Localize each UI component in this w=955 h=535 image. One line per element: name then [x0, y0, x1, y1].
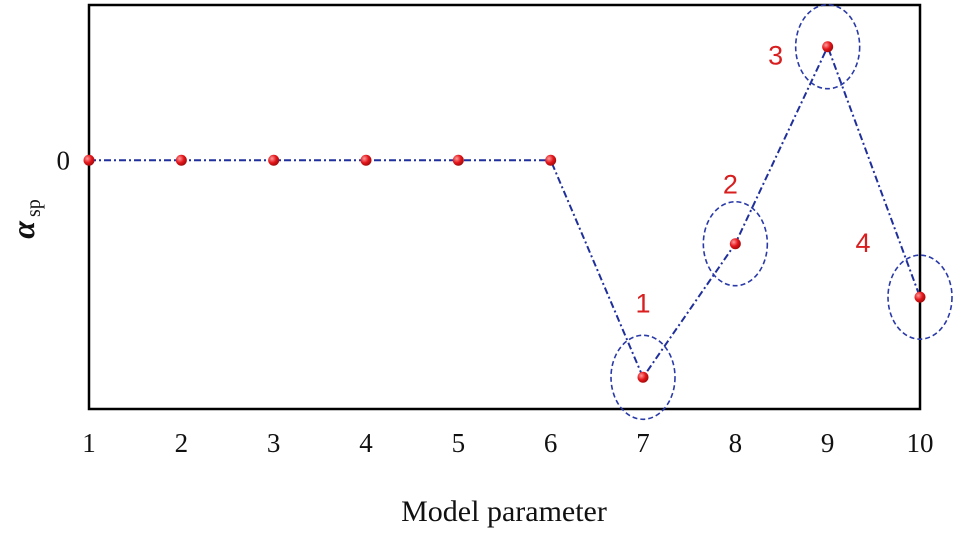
- x-tick-label: 2: [175, 428, 189, 458]
- annotation-labels: 1 2 3 4: [635, 41, 870, 319]
- y-axis-title-sub: sp: [23, 199, 45, 217]
- data-point: [637, 371, 649, 383]
- y-axis-title: α sp: [5, 199, 45, 239]
- data-point: [360, 154, 372, 166]
- y-tick-label: 0: [57, 145, 71, 175]
- data-markers: [83, 41, 926, 383]
- annotation-label: 3: [768, 41, 783, 71]
- annotation-circles: [610, 3, 953, 421]
- svg-text:α sp: α sp: [5, 199, 45, 239]
- x-tick-label: 9: [821, 428, 835, 458]
- data-point: [914, 291, 926, 303]
- annotation-circle: [887, 254, 953, 340]
- x-axis-title: Model parameter: [401, 495, 607, 528]
- x-tick-label: 10: [907, 428, 934, 458]
- annotation-label: 1: [635, 288, 650, 318]
- annotation-label: 4: [855, 228, 870, 258]
- y-axis-title-main: α: [5, 220, 41, 239]
- x-tick-label: 3: [267, 428, 281, 458]
- data-line-group: [89, 44, 921, 380]
- annotation-circle: [702, 200, 769, 287]
- plot-frame: [87, 3, 922, 411]
- annotation-circle: [794, 3, 861, 90]
- x-tick-labels: 1 2 3 4 5 6 7 8 9 10: [82, 428, 933, 458]
- series-line: [89, 44, 921, 380]
- annotation-circle: [610, 334, 676, 421]
- data-point: [268, 154, 280, 166]
- x-tick-label: 6: [544, 428, 558, 458]
- x-tick-label: 5: [452, 428, 466, 458]
- x-tick-label: 1: [82, 428, 96, 458]
- data-point: [729, 238, 741, 250]
- data-point: [175, 154, 187, 166]
- data-point: [452, 154, 464, 166]
- data-point: [83, 154, 95, 166]
- x-tick-label: 8: [729, 428, 743, 458]
- x-tick-label: 7: [636, 428, 650, 458]
- y-tick-labels: 0: [57, 145, 71, 175]
- data-point: [822, 41, 834, 53]
- x-tick-label: 4: [359, 428, 373, 458]
- data-point: [545, 154, 557, 166]
- annotation-label: 2: [723, 170, 738, 200]
